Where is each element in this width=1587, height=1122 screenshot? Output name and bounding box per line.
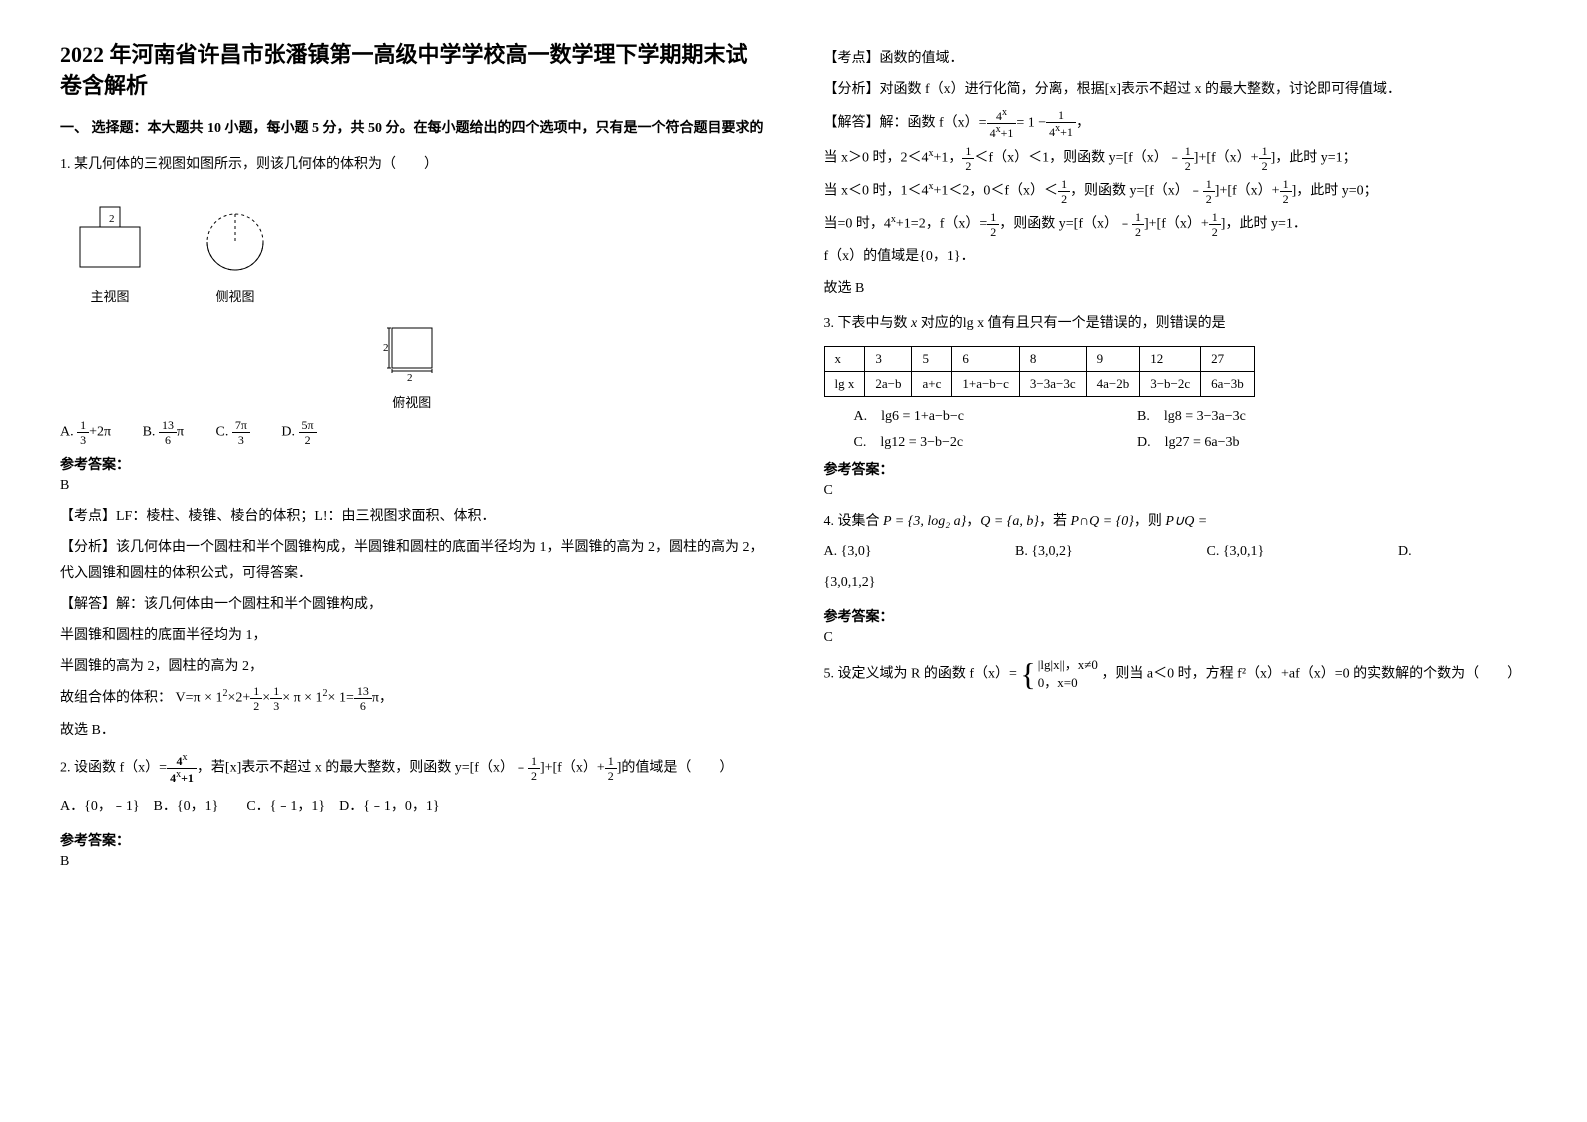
q2-ans: B [60,854,764,870]
q1-ans: B [60,478,764,494]
main-view-label: 主视图 [60,286,160,305]
side-view-svg [190,187,280,277]
svg-text:2: 2 [109,213,115,225]
q1-ans-label: 参考答案： [60,454,764,474]
q2-fx: 【分析】对函数 f（x）进行化简，分离，根据[x]表示不超过 x 的最大整数，讨… [824,77,1528,102]
page-title: 2022 年河南省许昌市张潘镇第一高级中学学校高一数学理下学期期末试卷含解析 [60,40,764,102]
svg-text:2: 2 [407,372,413,383]
q1-jd3: 半圆锥的高为 2，圆柱的高为 2， [60,654,764,679]
q2-stem: 2. 设函数 f（x）=4x4x+1，若[x]表示不超过 x 的最大整数，则函数… [60,753,764,784]
q2-l5: 故选 B [824,276,1528,301]
q1-views: 2 主视图 侧视图 2 2 [60,187,764,411]
q3-ans-label: 参考答案： [824,459,1528,479]
q1-optB-mid: π [177,425,184,440]
q1-jd4: 故组合体的体积： V=π × 12×2+12×13× π × 12× 1=136… [60,685,764,712]
q3-stem: 3. 下表中与数 x 对应的lg x 值有且只有一个是错误的，则错误的是 [824,311,1528,336]
svg-text:2: 2 [383,342,389,354]
q1-optB-pre: B. [143,425,159,440]
section-intro: 一、 选择题：本大题共 10 小题，每小题 5 分，共 50 分。在每小题给出的… [60,118,764,140]
main-view-svg: 2 [60,187,160,277]
q2-jd0: 【解答】解：函数 f（x）=4x4x+1= 1 −14x+1， [824,108,1528,139]
q1-options: A. 13+2π B. 136π C. 7π3 D. 5π2 [60,419,764,446]
q2-l1: 当 x＞0 时，2＜4x+1，12＜f（x）＜1，则函数 y=[f（x）﹣12]… [824,145,1528,172]
q4-ans: C [824,630,1528,646]
q1-fx: 【分析】该几何体由一个圆柱和半个圆锥构成，半圆锥和圆柱的底面半径均为 1，半圆锥… [60,535,764,585]
q2-l3: 当=0 时，4x+1=2，f（x）=12，则函数 y=[f（x）﹣12]+[f（… [824,211,1528,238]
q4-stem: 4. 设集合 P = {3, log₂ a}，Q = {a, b}，若 P∩Q … [824,509,1528,534]
top-view-svg: 2 2 [377,313,447,383]
q2-l4: f（x）的值域是{0，1}． [824,244,1528,269]
q1-stem: 1. 某几何体的三视图如图所示，则该几何体的体积为（ ） [60,152,764,177]
q1-optC-pre: C. [216,425,232,440]
q3-options: A. lg6 = 1+a−b−c B. lg8 = 3−3a−3c C. lg1… [854,405,1528,451]
top-view-label: 俯视图 [60,392,764,411]
q3-ans: C [824,483,1528,499]
q1-jd1: 【解答】解：该几何体由一个圆柱和半个圆锥构成， [60,592,764,617]
brace-icon: { [1020,658,1035,690]
q1-optA-pre: A. [60,425,77,440]
q1-optA-mid: +2π [89,425,111,440]
q1-jd2: 半圆锥和圆柱的底面半径均为 1， [60,623,764,648]
side-view-label: 侧视图 [190,286,280,305]
q4-optD2: {3,0,1,2} [824,570,1528,595]
q5-stem: 5. 设定义域为 R 的函数 f（x）= { |lg|x||，x≠0 0，x=0… [824,656,1528,692]
q4-ans-label: 参考答案： [824,606,1528,626]
q2-opts: A．{0，﹣1} B．{0，1} C．{﹣1，1} D．{﹣1，0，1} [60,794,764,819]
q2-kp: 【考点】函数的值域． [824,46,1528,71]
q1-jd5: 故选 B． [60,718,764,743]
q4-options: A. {3,0} B. {3,0,2} C. {3,0,1} D. [824,544,1528,560]
q2-ans-label: 参考答案： [60,830,764,850]
q1-optD-pre: D. [281,425,298,440]
q1-kp: 【考点】LF：棱柱、棱锥、棱台的体积；L!：由三视图求面积、体积． [60,504,764,529]
q3-table: x 3 5 6 8 9 12 27 lg x 2a−b a+c 1+a−b−c … [824,346,1255,397]
q2-l2: 当 x＜0 时，1＜4x+1＜2，0＜f（x）＜12，则函数 y=[f（x）﹣1… [824,178,1528,205]
